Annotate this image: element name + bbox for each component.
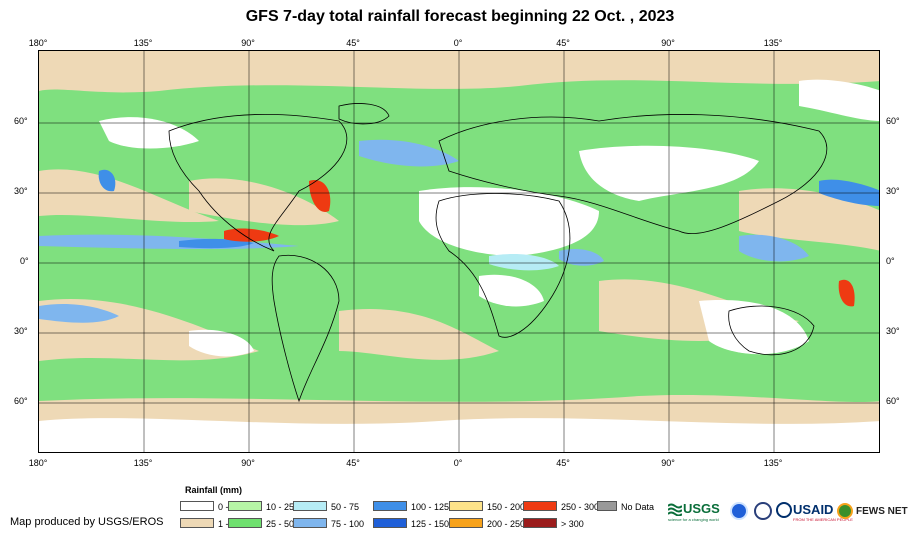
legend-label: 75 - 100 [331,519,365,529]
legend-label: 25 - 50 [266,519,295,529]
noaa-logo-icon [730,502,748,520]
usaid-wordmark: USAID [793,502,834,517]
lon-label: 90° [241,458,255,468]
map-title: GFS 7-day total rainfall forecast beginn… [245,8,675,25]
country-borders [168,103,828,403]
legend-label: 0 - 1 [218,502,237,512]
lat-label: 30° [14,186,28,196]
rainfall-map [38,50,880,453]
lon-label: 45° [346,38,360,48]
lon-label: 45° [556,458,570,468]
legend-title: Rainfall (mm) [185,485,243,495]
usgs-logo: USGS science for a changing world [668,500,728,524]
legend-swatch [228,501,262,511]
usaid-tagline: FROM THE AMERICAN PEOPLE [793,517,853,522]
lon-label: 90° [661,458,675,468]
lon-label: 0° [453,38,463,48]
lat-label: 0° [886,256,895,266]
legend-swatch [449,518,483,528]
legend-label: 50 - 75 [331,502,360,512]
fewsnet-globe-icon [837,503,853,519]
lon-label: 90° [241,38,255,48]
legend-label: 125 - 150 [411,519,450,529]
legend-swatch [293,518,327,528]
lat-label: 30° [886,326,900,336]
legend-swatch [523,518,557,528]
usgs-tagline: science for a changing world [668,517,719,522]
legend-swatch [180,518,214,528]
lat-label: 30° [14,326,28,336]
lon-label: 135° [133,38,153,48]
legend-swatch [373,501,407,511]
lon-label: 180° [28,458,48,468]
legend-label: 150 - 200 [487,502,526,512]
lat-label: 60° [886,396,900,406]
graticule [39,51,879,452]
heavy-rain-areas [39,139,879,323]
lat-label: 60° [14,116,28,126]
lat-label: 30° [886,186,900,196]
legend-swatch [180,501,214,511]
legend-label: > 300 [561,519,584,529]
lat-label: 60° [886,116,900,126]
legend-label: 200 - 250 [487,519,526,529]
legend-swatch [293,501,327,511]
legend-swatch [523,501,557,511]
rainfall-map-svg [39,51,879,452]
lon-label: 0° [453,458,463,468]
usaid-seal-icon [776,502,792,518]
legend-swatch [373,518,407,528]
legend-label: No Data [621,502,655,512]
legend-label: 10 - 25 [266,502,295,512]
legend-label: 250 - 300 [561,502,600,512]
lat-label: 0° [20,256,29,266]
legend-swatch [597,501,617,511]
usgs-wave-icon [668,503,682,516]
usgs-wordmark: USGS [683,501,720,516]
lon-label: 45° [556,38,570,48]
lon-label: 135° [763,38,783,48]
legend-swatch [449,501,483,511]
lon-label: 135° [133,458,153,468]
fewsnet-wordmark: FEWS NET [856,506,908,517]
dept-seal-icon [754,502,772,520]
lon-label: 135° [763,458,783,468]
legend-swatch [228,518,262,528]
credit-text: Map produced by USGS/EROS [10,516,164,528]
lon-label: 45° [346,458,360,468]
lon-label: 90° [661,38,675,48]
legend-label: 100 - 125 [411,502,450,512]
lon-label: 180° [28,38,48,48]
lat-label: 60° [14,396,28,406]
